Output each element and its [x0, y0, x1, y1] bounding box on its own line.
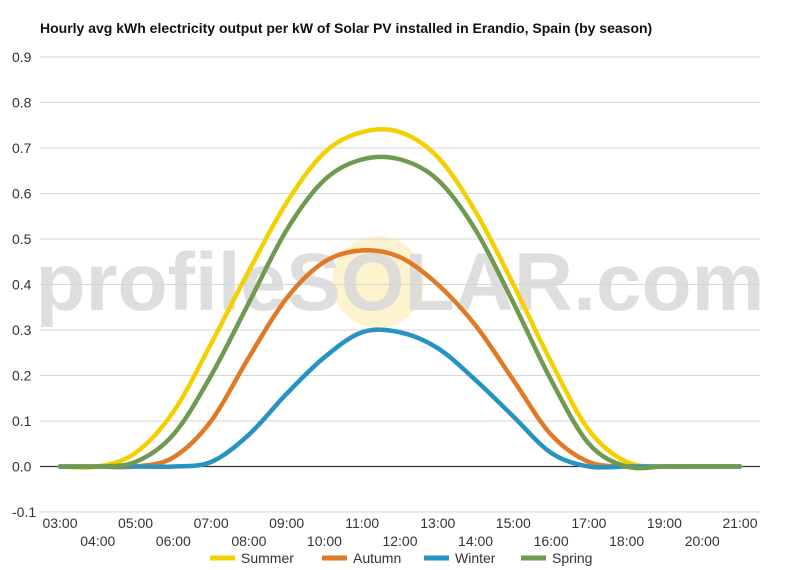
x-tick-label: 18:00 — [609, 533, 644, 549]
y-tick-label: 0.9 — [12, 49, 32, 65]
y-tick-label: 0.7 — [12, 140, 32, 156]
legend-label-winter: Winter — [455, 550, 496, 566]
x-tick-label: 12:00 — [382, 533, 417, 549]
x-tick-label: 10:00 — [307, 533, 342, 549]
x-tick-label: 05:00 — [118, 515, 153, 531]
x-tick-label: 08:00 — [231, 533, 266, 549]
x-tick-label: 21:00 — [722, 515, 757, 531]
y-tick-label: 0.0 — [12, 459, 32, 475]
x-tick-label: 07:00 — [194, 515, 229, 531]
y-tick-label: 0.8 — [12, 95, 32, 111]
x-tick-label: 13:00 — [420, 515, 455, 531]
y-tick-label: 0.3 — [12, 322, 32, 338]
y-tick-label: -0.1 — [12, 504, 36, 520]
x-tick-label: 16:00 — [534, 533, 569, 549]
y-tick-label: 0.6 — [12, 186, 32, 202]
x-tick-label: 20:00 — [685, 533, 720, 549]
series-line-spring — [57, 154, 743, 471]
y-tick-label: 0.5 — [12, 231, 32, 247]
x-tick-label: 04:00 — [80, 533, 115, 549]
series-line-summer — [57, 126, 743, 470]
legend-label-summer: Summer — [241, 550, 294, 566]
legend-label-autumn: Autumn — [353, 550, 401, 566]
y-tick-label: 0.2 — [12, 368, 32, 384]
x-tick-label: 06:00 — [156, 533, 191, 549]
y-tick-label: 0.1 — [12, 413, 32, 429]
legend-label-spring: Spring — [552, 550, 592, 566]
x-tick-label: 17:00 — [571, 515, 606, 531]
x-tick-label: 09:00 — [269, 515, 304, 531]
chart-title: Hourly avg kWh electricity output per kW… — [40, 20, 653, 36]
x-tick-label: 11:00 — [345, 515, 379, 531]
y-tick-label: 0.4 — [12, 277, 32, 293]
x-tick-label: 15:00 — [496, 515, 531, 531]
x-tick-label: 19:00 — [647, 515, 682, 531]
watermark: profileSOLAR.com — [36, 237, 765, 328]
x-tick-label: 03:00 — [42, 515, 77, 531]
x-tick-label: 14:00 — [458, 533, 493, 549]
